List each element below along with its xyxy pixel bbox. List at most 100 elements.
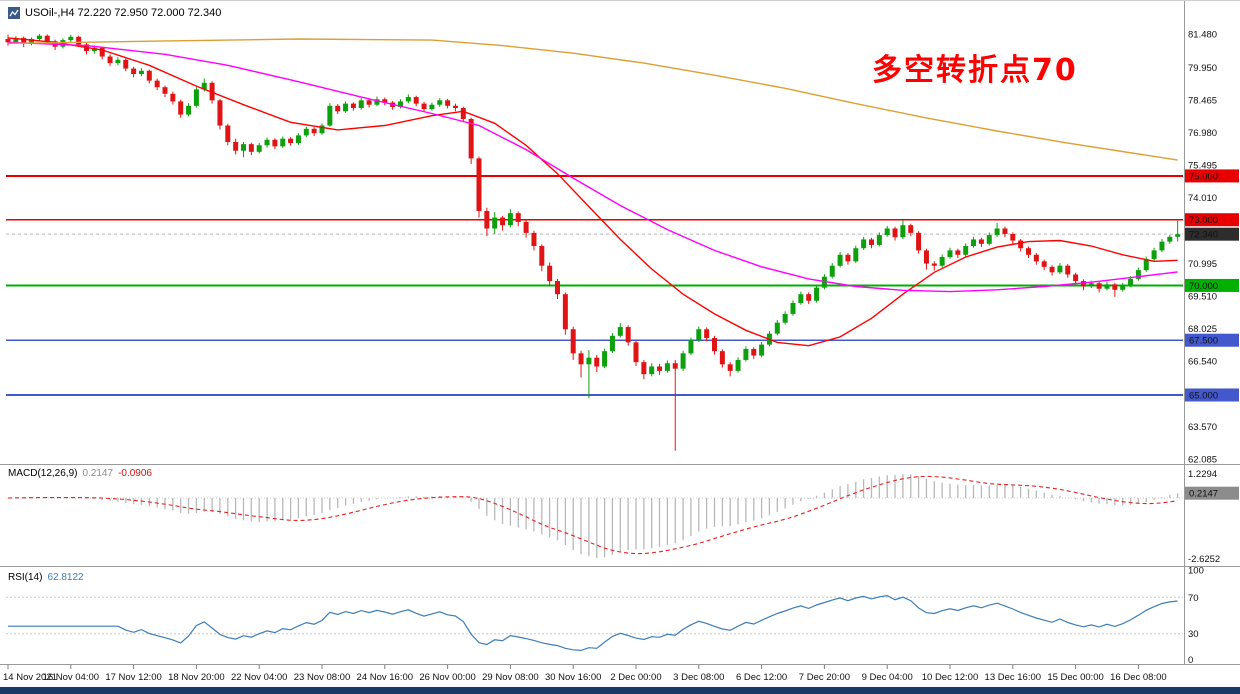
candle: [350, 102, 356, 111]
rsi-name: RSI(14): [8, 572, 43, 583]
symbol-info-bar: USOil-,H4 72.220 72.950 72.000 72.340: [8, 7, 221, 19]
candle: [445, 98, 451, 109]
candle: [460, 106, 466, 123]
main-panel[interactable]: [6, 175, 1183, 396]
candle: [264, 137, 270, 148]
candle: [774, 320, 780, 336]
candle: [303, 126, 309, 137]
candle: [138, 68, 144, 77]
macd-indicator-label: MACD(12,26,9) 0.2147 -0.0906: [8, 468, 152, 479]
candle: [971, 236, 977, 248]
candle: [84, 42, 89, 55]
candle: [484, 207, 490, 237]
candle: [884, 225, 890, 237]
time-axis-label: 16 Nov 04:00: [43, 672, 100, 683]
candle: [1010, 232, 1016, 244]
rsi-value: 62.8122: [47, 572, 84, 583]
candle: [1151, 247, 1157, 261]
candle: [900, 220, 906, 240]
price-axis-label: 70.995: [1188, 259, 1217, 270]
price-axis-label: 75.495: [1188, 161, 1217, 172]
candle: [931, 261, 937, 271]
candle: [947, 247, 953, 259]
candle: [955, 248, 961, 259]
symbol-ohlc-text: USOil-,H4 72.220 72.950 72.000 72.340: [25, 7, 222, 19]
candle: [162, 85, 168, 98]
candle: [916, 231, 922, 254]
candle: [790, 300, 796, 316]
candle: [727, 362, 733, 377]
candle: [908, 223, 914, 237]
macd-histogram: [15, 474, 1179, 558]
rsi-line: [8, 594, 1178, 652]
candle: [570, 326, 576, 360]
price-axis[interactable]: 81.480 79.950 78.465 76.980 75.495 74.010 70.9…: [1184, 1, 1240, 665]
price-axis-label: 76.980: [1188, 128, 1217, 139]
candle: [358, 98, 364, 110]
price-axis-label: 81.480: [1188, 29, 1217, 40]
time-axis-label: 13 Dec 16:00: [985, 672, 1042, 683]
panel-separators: [0, 464, 1240, 665]
time-axis-label: 17 Nov 12:00: [105, 672, 162, 683]
macd-main-value: 0.2147: [82, 468, 114, 479]
candle: [1080, 279, 1086, 291]
candle: [688, 337, 694, 356]
candle: [241, 141, 246, 158]
candle: [311, 127, 317, 137]
candle: [523, 220, 529, 238]
candle: [115, 57, 121, 66]
time-axis-label: 22 Nov 04:00: [231, 672, 288, 683]
candle: [602, 348, 608, 369]
candle: [1033, 253, 1039, 265]
candle: [170, 91, 176, 105]
candle: [429, 102, 435, 111]
candle: [413, 95, 419, 107]
rsi-panel[interactable]: 100 70 30 0: [6, 566, 1204, 667]
candle: [500, 215, 506, 231]
candle: [217, 98, 223, 130]
macd-value-badge: 0.2147: [1185, 486, 1239, 500]
rsi-axis-label: 70: [1188, 593, 1199, 604]
candle: [186, 103, 192, 117]
candle: [68, 34, 74, 43]
candle: [468, 117, 474, 164]
macd-panel[interactable]: 1.2294 -2.6252 0.2147: [6, 469, 1239, 565]
candle: [99, 46, 105, 60]
candle: [233, 138, 239, 155]
macd-axis-min: -2.6252: [1188, 554, 1220, 565]
time-axis-label: 7 Dec 20:00: [799, 672, 850, 683]
candle: [845, 253, 851, 265]
candle: [923, 248, 929, 270]
candle: [1002, 226, 1008, 238]
candle: [547, 262, 553, 286]
candle: [759, 341, 765, 358]
candle: [963, 243, 969, 257]
candle: [256, 143, 262, 154]
candle: [107, 54, 113, 66]
time-axis-label: 10 Dec 12:00: [922, 672, 979, 683]
candle: [837, 252, 843, 268]
candle: [405, 94, 411, 104]
candle: [507, 209, 513, 228]
svg-text:0.2147: 0.2147: [1189, 489, 1218, 500]
candle: [515, 211, 521, 227]
candle: [366, 98, 372, 108]
candle: [1135, 267, 1141, 281]
candle: [751, 347, 757, 359]
time-axis-label: 29 Nov 08:00: [482, 672, 539, 683]
price-axis-label: 68.025: [1188, 324, 1217, 335]
ma-mid-line: [7, 41, 1178, 293]
svg-text:65.000: 65.000: [1189, 390, 1218, 401]
candle: [248, 142, 254, 156]
candle: [994, 223, 1000, 237]
candle: [178, 99, 184, 118]
candle: [437, 98, 443, 107]
candle: [476, 156, 482, 218]
candle: [892, 226, 898, 241]
bottom-bar: [0, 687, 1240, 694]
price-axis-label: 74.010: [1188, 193, 1217, 204]
svg-text:70.000: 70.000: [1189, 281, 1218, 292]
